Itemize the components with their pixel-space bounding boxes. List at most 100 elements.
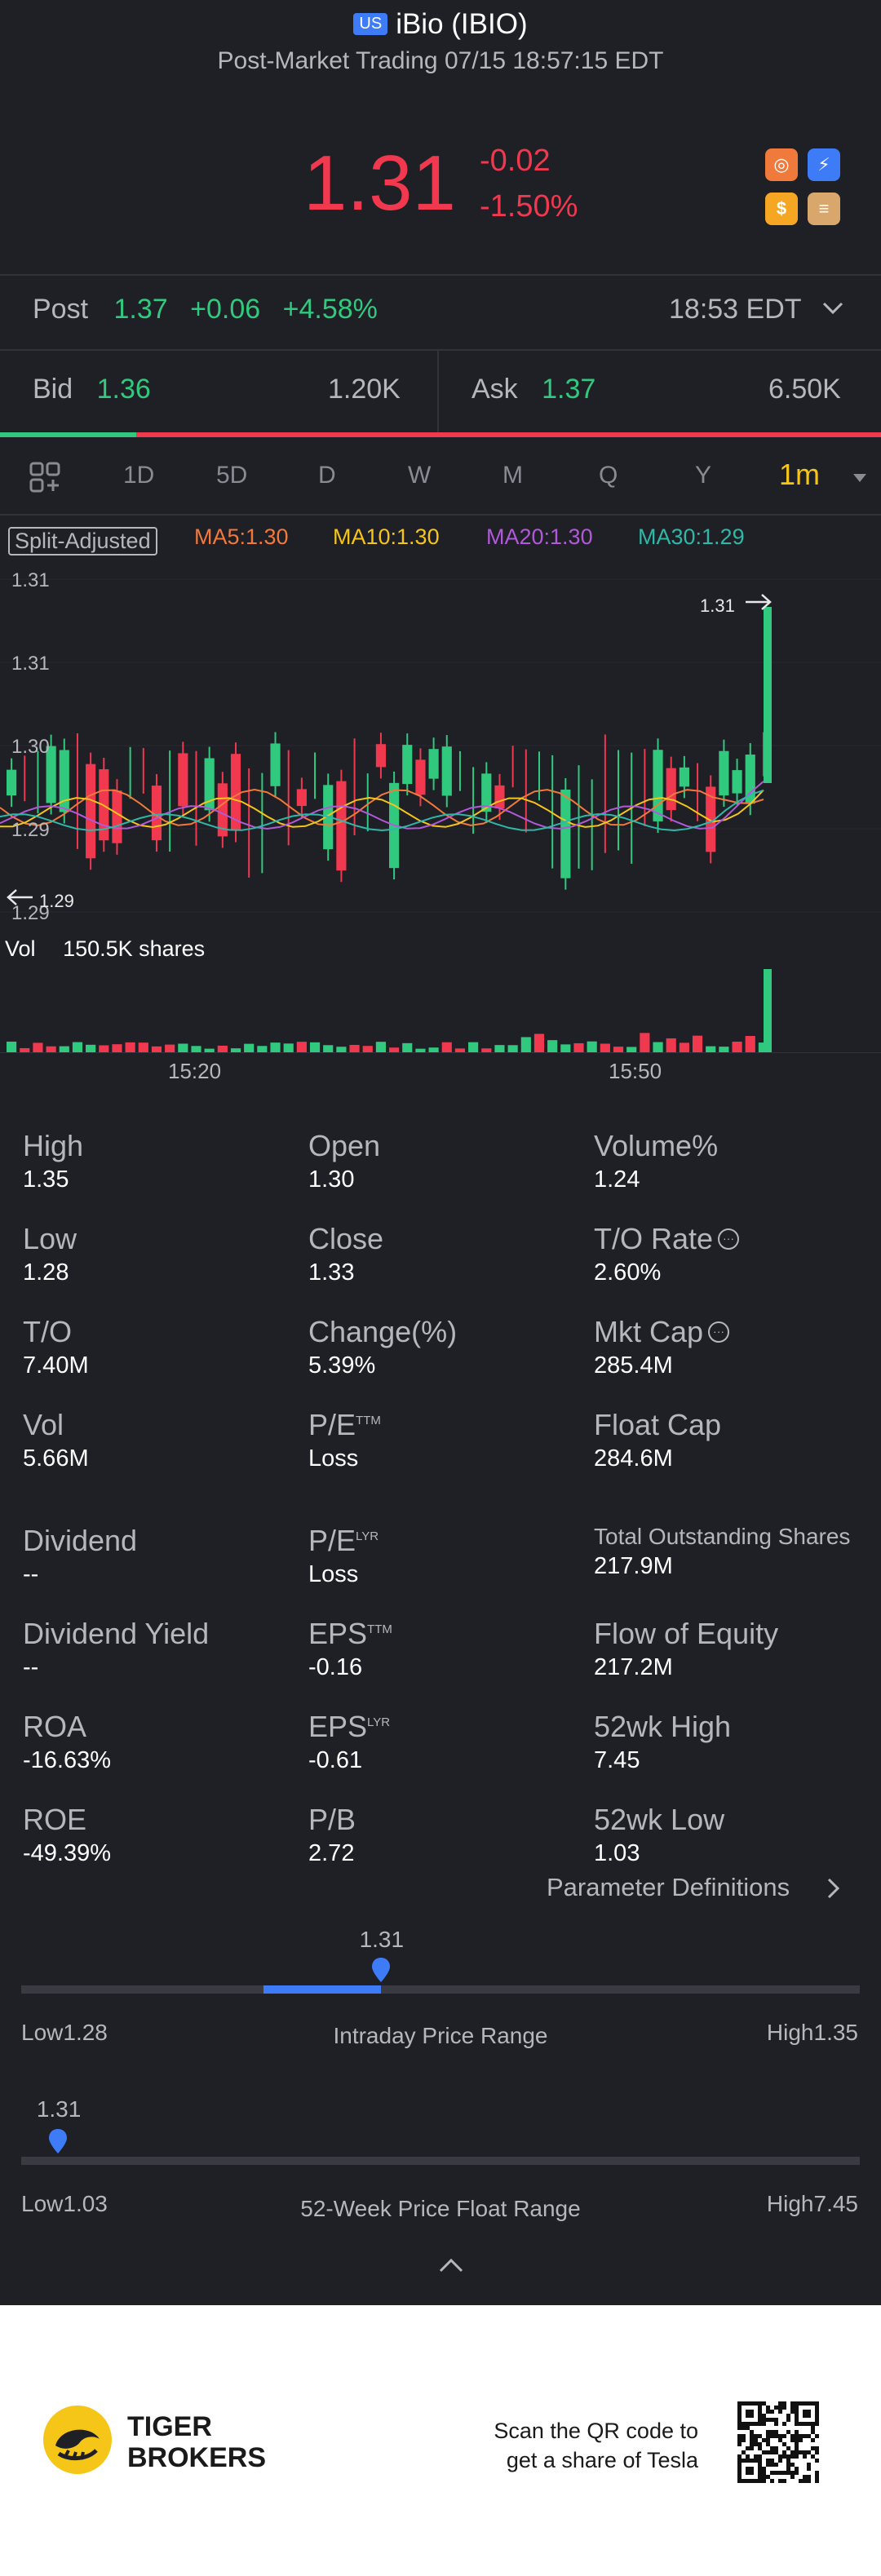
- last-price-marker: 1.31: [700, 595, 735, 616]
- qr-module: [790, 2401, 795, 2406]
- stat-label-text: Close: [308, 1222, 384, 1255]
- moving-average-line-ma30: [0, 789, 764, 832]
- qr-module: [750, 2438, 754, 2442]
- qr-module: [737, 2434, 742, 2438]
- stat-label-text: T/O Rate: [594, 1222, 714, 1255]
- grid-icon[interactable]: [29, 462, 62, 494]
- qr-module: [750, 2430, 754, 2434]
- info-icon[interactable]: ···: [708, 1321, 730, 1343]
- volume-bar: [230, 1048, 241, 1052]
- qr-module: [799, 2450, 803, 2454]
- qr-module: [754, 2442, 758, 2446]
- stat-value: Loss: [308, 1561, 359, 1587]
- stat-label-text: P/B: [308, 1803, 356, 1836]
- tab-1d[interactable]: 1D: [123, 462, 155, 489]
- candle: [415, 748, 426, 807]
- dollar-icon[interactable]: $: [765, 193, 798, 225]
- bid-label: Bid: [33, 374, 73, 405]
- qr-module: [795, 2467, 799, 2471]
- volume-bar: [640, 1033, 650, 1052]
- tab-1m[interactable]: 1m: [779, 458, 821, 491]
- qr-module: [803, 2454, 807, 2459]
- intraday-low: Low1.28: [21, 2020, 108, 2045]
- stat-value: 5.66M: [23, 1445, 89, 1472]
- volume-bar: [653, 1042, 663, 1052]
- volume-bar: [706, 1046, 716, 1052]
- qr-code[interactable]: [737, 2401, 819, 2483]
- stat-label-text: P/E: [308, 1524, 356, 1557]
- qr-module: [795, 2434, 799, 2438]
- qr-module: [758, 2442, 762, 2446]
- volume-bar: [613, 1047, 624, 1052]
- qr-module: [762, 2422, 766, 2426]
- tab-w[interactable]: W: [408, 462, 432, 489]
- qr-module: [778, 2471, 782, 2475]
- stat-label-text: Dividend Yield: [23, 1617, 210, 1650]
- price-change: -0.02: [480, 144, 551, 178]
- volume-bar: [745, 1036, 755, 1052]
- chevron-up-icon[interactable]: [437, 2256, 465, 2274]
- qr-module: [737, 2426, 742, 2430]
- stat-label-text: Open: [308, 1129, 381, 1162]
- post-market-row[interactable]: Post 1.37 +0.06 +4.58%: [33, 294, 378, 325]
- chevron-down-icon[interactable]: [821, 300, 845, 316]
- qr-module: [774, 2406, 778, 2410]
- qr-module: [782, 2454, 786, 2459]
- qr-module: [774, 2450, 778, 2454]
- qr-module: [782, 2406, 786, 2410]
- stat-item: Dividend --: [23, 1524, 137, 1588]
- volume-bar: [217, 1045, 228, 1052]
- qr-module: [770, 2434, 774, 2438]
- stat-label: 52wk High: [594, 1710, 731, 1744]
- stack-icon[interactable]: ≡: [808, 193, 840, 225]
- y-tick-label: 1.31: [11, 569, 50, 591]
- volume-bar: [507, 1045, 518, 1052]
- volume-bar: [600, 1043, 610, 1052]
- tab-d[interactable]: D: [318, 462, 336, 489]
- stat-item: Dividend Yield --: [23, 1617, 209, 1681]
- qr-module: [778, 2459, 782, 2463]
- tab-m[interactable]: M: [502, 462, 523, 489]
- volume-bar: [587, 1041, 597, 1052]
- qr-module: [790, 2471, 795, 2475]
- vol-value: 150.5K shares: [63, 936, 206, 961]
- qr-module: [807, 2463, 811, 2467]
- moving-average-line-ma5: [0, 788, 764, 826]
- split-adjusted-toggle[interactable]: Split-Adjusted: [8, 527, 157, 555]
- qr-module: [754, 2454, 758, 2459]
- qr-module: [774, 2422, 778, 2426]
- volume-bar: [178, 1043, 188, 1052]
- volume-bar: [165, 1044, 175, 1052]
- tab-q[interactable]: Q: [599, 462, 618, 489]
- qr-module: [811, 2454, 815, 2459]
- lightning-icon[interactable]: ⚡: [808, 148, 840, 181]
- stat-label-text: 52wk High: [594, 1710, 732, 1743]
- chevron-right-icon[interactable]: [826, 1876, 842, 1901]
- volume-bar: [33, 1042, 43, 1052]
- qr-module: [815, 2434, 819, 2438]
- stat-label: EPSLYR: [308, 1710, 390, 1744]
- volume-bar: [7, 1041, 17, 1052]
- arrow-right-icon: [746, 594, 772, 610]
- caret-down-icon[interactable]: [852, 471, 868, 485]
- qr-module: [778, 2410, 782, 2414]
- qr-module: [778, 2406, 782, 2410]
- candlestick-chart[interactable]: [0, 563, 881, 938]
- bid-ratio-fill: [0, 432, 137, 437]
- volume-bar: [72, 1042, 83, 1052]
- info-icon[interactable]: ···: [718, 1228, 740, 1250]
- volume-bar: [86, 1044, 96, 1052]
- page-title: US iBio (IBIO): [0, 8, 881, 41]
- qr-module: [774, 2463, 778, 2467]
- tab-5d[interactable]: 5D: [216, 462, 248, 489]
- qr-module: [782, 2401, 786, 2406]
- options-icon[interactable]: ◎: [765, 148, 798, 181]
- candle: [296, 777, 307, 818]
- qr-module: [795, 2454, 799, 2459]
- bid-block: Bid 1.36: [33, 374, 151, 405]
- qr-module: [770, 2479, 774, 2483]
- volume-label: Vol 150.5K shares: [5, 936, 205, 962]
- tab-y[interactable]: Y: [695, 462, 712, 489]
- qr-module: [795, 2471, 799, 2475]
- parameter-definitions-link[interactable]: Parameter Definitions: [547, 1873, 790, 1902]
